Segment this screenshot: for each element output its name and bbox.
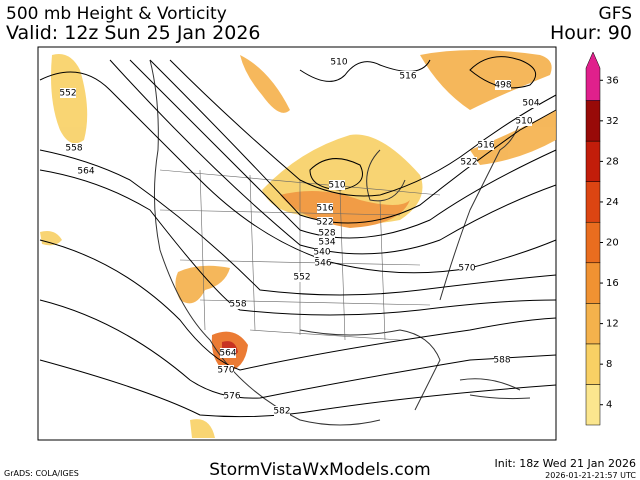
contour-label-bg <box>317 203 333 213</box>
contour-label: 522 <box>316 218 333 228</box>
contour-label-bg <box>220 348 236 358</box>
contour-label: 528 <box>318 229 335 239</box>
contour-label: 510 <box>328 181 345 191</box>
contour-label: 552 <box>59 89 76 99</box>
contour-label-bg <box>66 143 82 153</box>
contour-label: 576 <box>223 392 240 402</box>
contour-label-bg <box>523 98 539 108</box>
colorbar-segment <box>585 51 601 101</box>
colorbar-segment <box>585 303 601 345</box>
colorbar-tick-label: 20 <box>606 238 619 249</box>
colorbar-tick-label: 32 <box>606 116 619 127</box>
contour-label: 498 <box>494 81 511 91</box>
contour-label: 510 <box>330 58 347 68</box>
contour-label: 558 <box>65 144 82 154</box>
contour-label-bg <box>317 217 333 227</box>
contour-label: 582 <box>273 407 290 417</box>
contour-label: 504 <box>522 99 539 109</box>
contour-label: 516 <box>399 72 416 82</box>
contour-label: 540 <box>313 248 330 258</box>
contour-label: 516 <box>477 141 494 151</box>
colorbar: 4 8 12 16 20 24 28 32 36 <box>585 51 619 426</box>
contour-label-bg <box>478 140 494 150</box>
contour-label-bg <box>516 116 532 126</box>
contour-label: 558 <box>229 300 246 310</box>
contour-label: 588 <box>493 356 510 366</box>
forecast-hour: Hour: 90 <box>550 22 632 44</box>
contour-label: 534 <box>318 238 335 248</box>
credit: GrADS: COLA/IGES <box>4 469 79 478</box>
timestamp: 2026-01-21-21:57 UTC <box>545 471 636 480</box>
contour-label: 546 <box>314 259 331 269</box>
colorbar-tick-label: 8 <box>606 359 612 370</box>
colorbar-tick-label: 36 <box>606 75 619 86</box>
map: 5525585645105164985045105165225105165225… <box>37 46 557 441</box>
contour-label-bg <box>315 258 331 268</box>
contour-label-bg <box>224 391 240 401</box>
colorbar-segment <box>585 343 601 385</box>
borders <box>159 169 441 341</box>
colorbar-segment <box>585 140 601 182</box>
colorbar-segment <box>585 100 601 142</box>
contour-label-bg <box>319 228 335 238</box>
map-frame <box>37 46 557 441</box>
colorbar-tick-label: 4 <box>606 400 612 411</box>
colorbar-tick-label: 16 <box>606 278 619 289</box>
colorbar-segment <box>585 181 601 223</box>
contour-label-bg <box>494 355 510 365</box>
contour-label-bg <box>230 299 246 309</box>
contour-label: 552 <box>293 273 310 283</box>
contour-label-bg <box>459 263 475 273</box>
colorbar-segment <box>585 221 601 264</box>
contour-label-bg <box>331 57 347 67</box>
colorbar-tick-label: 12 <box>606 319 619 330</box>
colorbar-segment <box>585 262 601 304</box>
contour-label: 522 <box>460 158 477 168</box>
model: GFS <box>599 4 632 24</box>
contour-label-bg <box>495 80 511 90</box>
colorbar-segment <box>585 384 601 426</box>
contour-label-bg <box>461 157 477 167</box>
contour-label-bg <box>78 166 94 176</box>
contour-label-bg <box>314 247 330 257</box>
contour-label-bg <box>400 71 416 81</box>
contour-label-bg <box>218 365 234 375</box>
valid-time: Valid: 12z Sun 25 Jan 2026 <box>6 22 261 44</box>
contour-label: 564 <box>219 349 236 359</box>
vorticity-shading <box>40 50 556 438</box>
contour-label: 570 <box>217 366 234 376</box>
site-name: StormVistaWxModels.com <box>209 460 431 480</box>
contour-label-bg <box>294 272 310 282</box>
contour-label-bg <box>60 88 76 98</box>
colorbar-tick-label: 24 <box>606 197 619 208</box>
contour-label: 510 <box>515 117 532 127</box>
init-time: Init: 18z Wed 21 Jan 2026 <box>495 457 636 470</box>
contour-label: 564 <box>77 167 94 177</box>
title: 500 mb Height & Vorticity <box>6 4 227 24</box>
colorbar-tick-label: 28 <box>606 156 619 167</box>
contour-label-bg <box>274 406 290 416</box>
contour-label-bg <box>329 180 345 190</box>
contour-label: 516 <box>316 204 333 214</box>
contour-label-bg <box>319 237 335 247</box>
contour-label: 570 <box>458 264 475 274</box>
